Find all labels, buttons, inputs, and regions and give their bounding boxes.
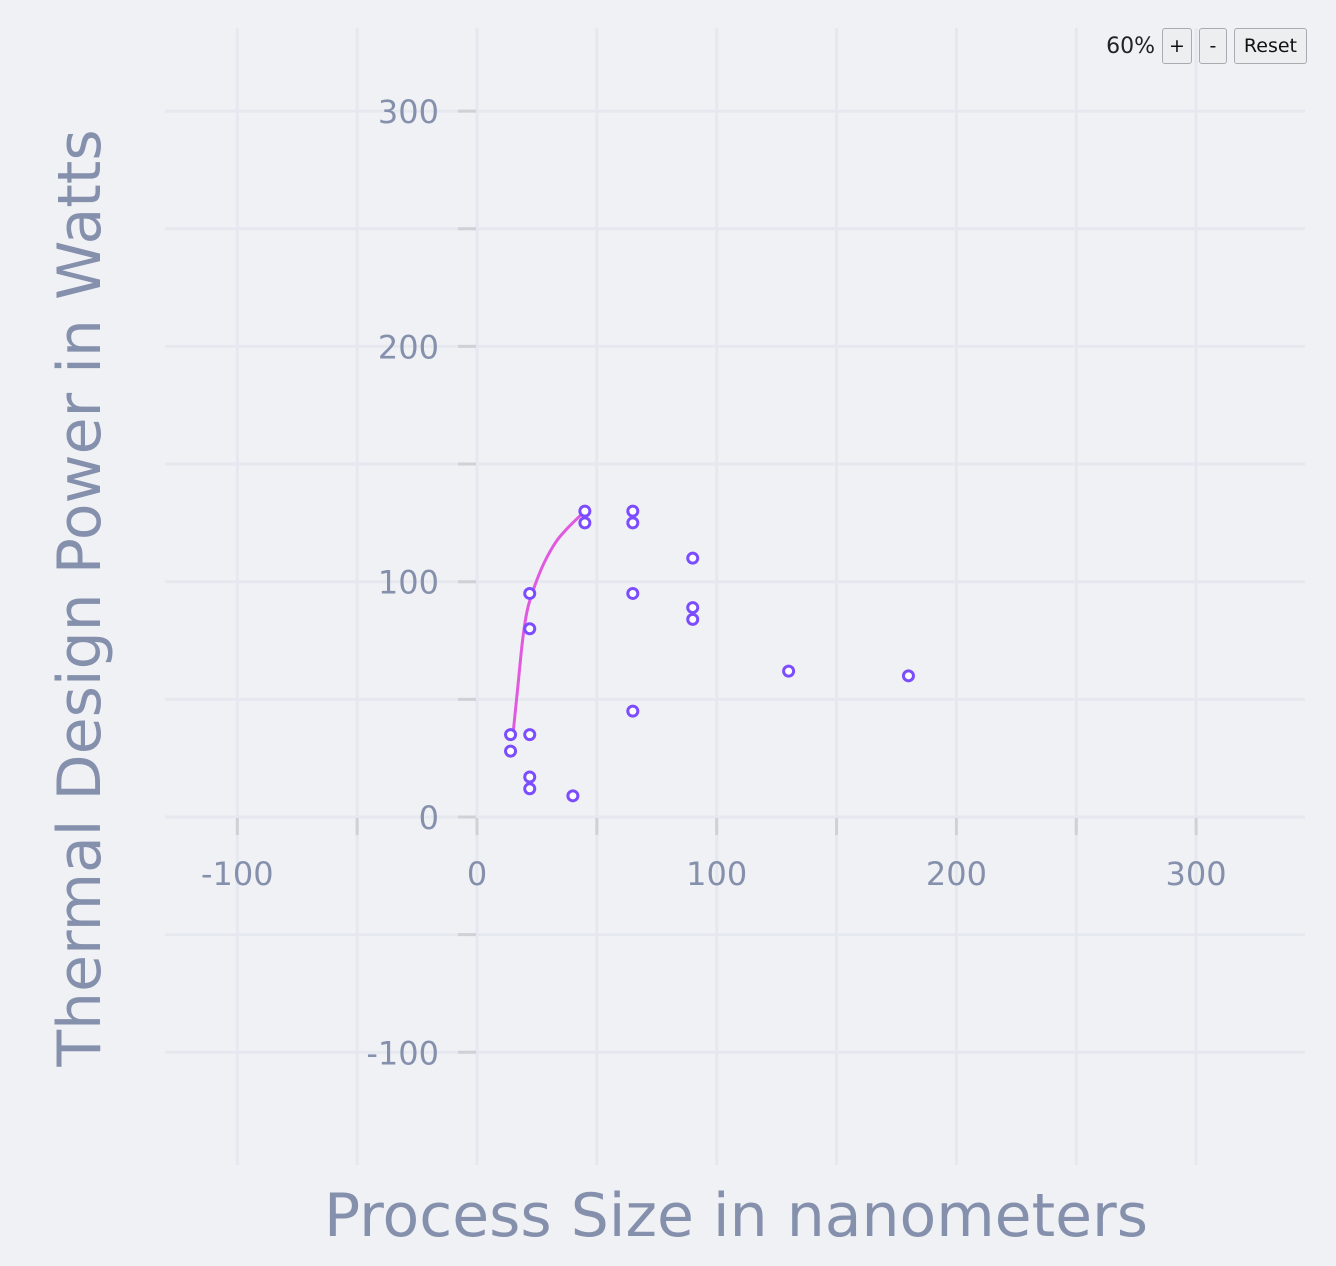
data-point <box>523 782 537 796</box>
data-point <box>578 504 592 518</box>
data-point <box>686 551 700 565</box>
data-point <box>504 744 518 758</box>
x-tick-label: 200 <box>926 855 987 893</box>
data-point <box>686 612 700 626</box>
y-tick-label: 100 <box>378 564 439 602</box>
x-tick-label: -100 <box>201 855 274 893</box>
data-point <box>578 516 592 530</box>
y-tick-label: 200 <box>378 328 439 366</box>
zoom-level: 60% <box>1106 33 1155 59</box>
data-point <box>626 504 640 518</box>
x-tick-label: 100 <box>686 855 747 893</box>
minor-ticks <box>235 109 1198 1054</box>
data-points <box>504 504 915 803</box>
trend-curve <box>511 512 584 735</box>
data-point <box>626 516 640 530</box>
y-tick-label: 0 <box>419 799 439 837</box>
data-point <box>523 728 537 742</box>
y-tick-label: 300 <box>378 93 439 131</box>
y-tick-label: -100 <box>366 1034 439 1072</box>
x-tick-label: 0 <box>467 855 487 893</box>
x-tick-label: 300 <box>1166 855 1227 893</box>
data-point <box>626 704 640 718</box>
zoom-out-button[interactable]: - <box>1198 28 1227 64</box>
data-point <box>901 669 915 683</box>
x-axis-label: Process Size in nanometers <box>324 1181 1148 1251</box>
data-point <box>782 664 796 678</box>
zoom-controls: 60% + - Reset <box>1106 28 1307 64</box>
data-point <box>504 728 518 742</box>
x-tick-labels: -100 0 100 200 300 <box>201 855 1227 893</box>
zoom-in-button[interactable]: + <box>1162 28 1192 64</box>
y-axis-label: Thermal Design Power in Watts <box>45 129 115 1067</box>
data-point <box>686 601 700 615</box>
y-tick-labels: -100 0 100 200 300 <box>366 93 439 1072</box>
data-point <box>566 789 580 803</box>
data-point <box>523 586 537 600</box>
reset-button[interactable]: Reset <box>1233 28 1307 64</box>
grid-lines <box>165 28 1305 1165</box>
data-point <box>626 586 640 600</box>
data-point <box>523 770 537 784</box>
trend-curve-layer <box>511 512 584 735</box>
data-point <box>523 622 537 636</box>
